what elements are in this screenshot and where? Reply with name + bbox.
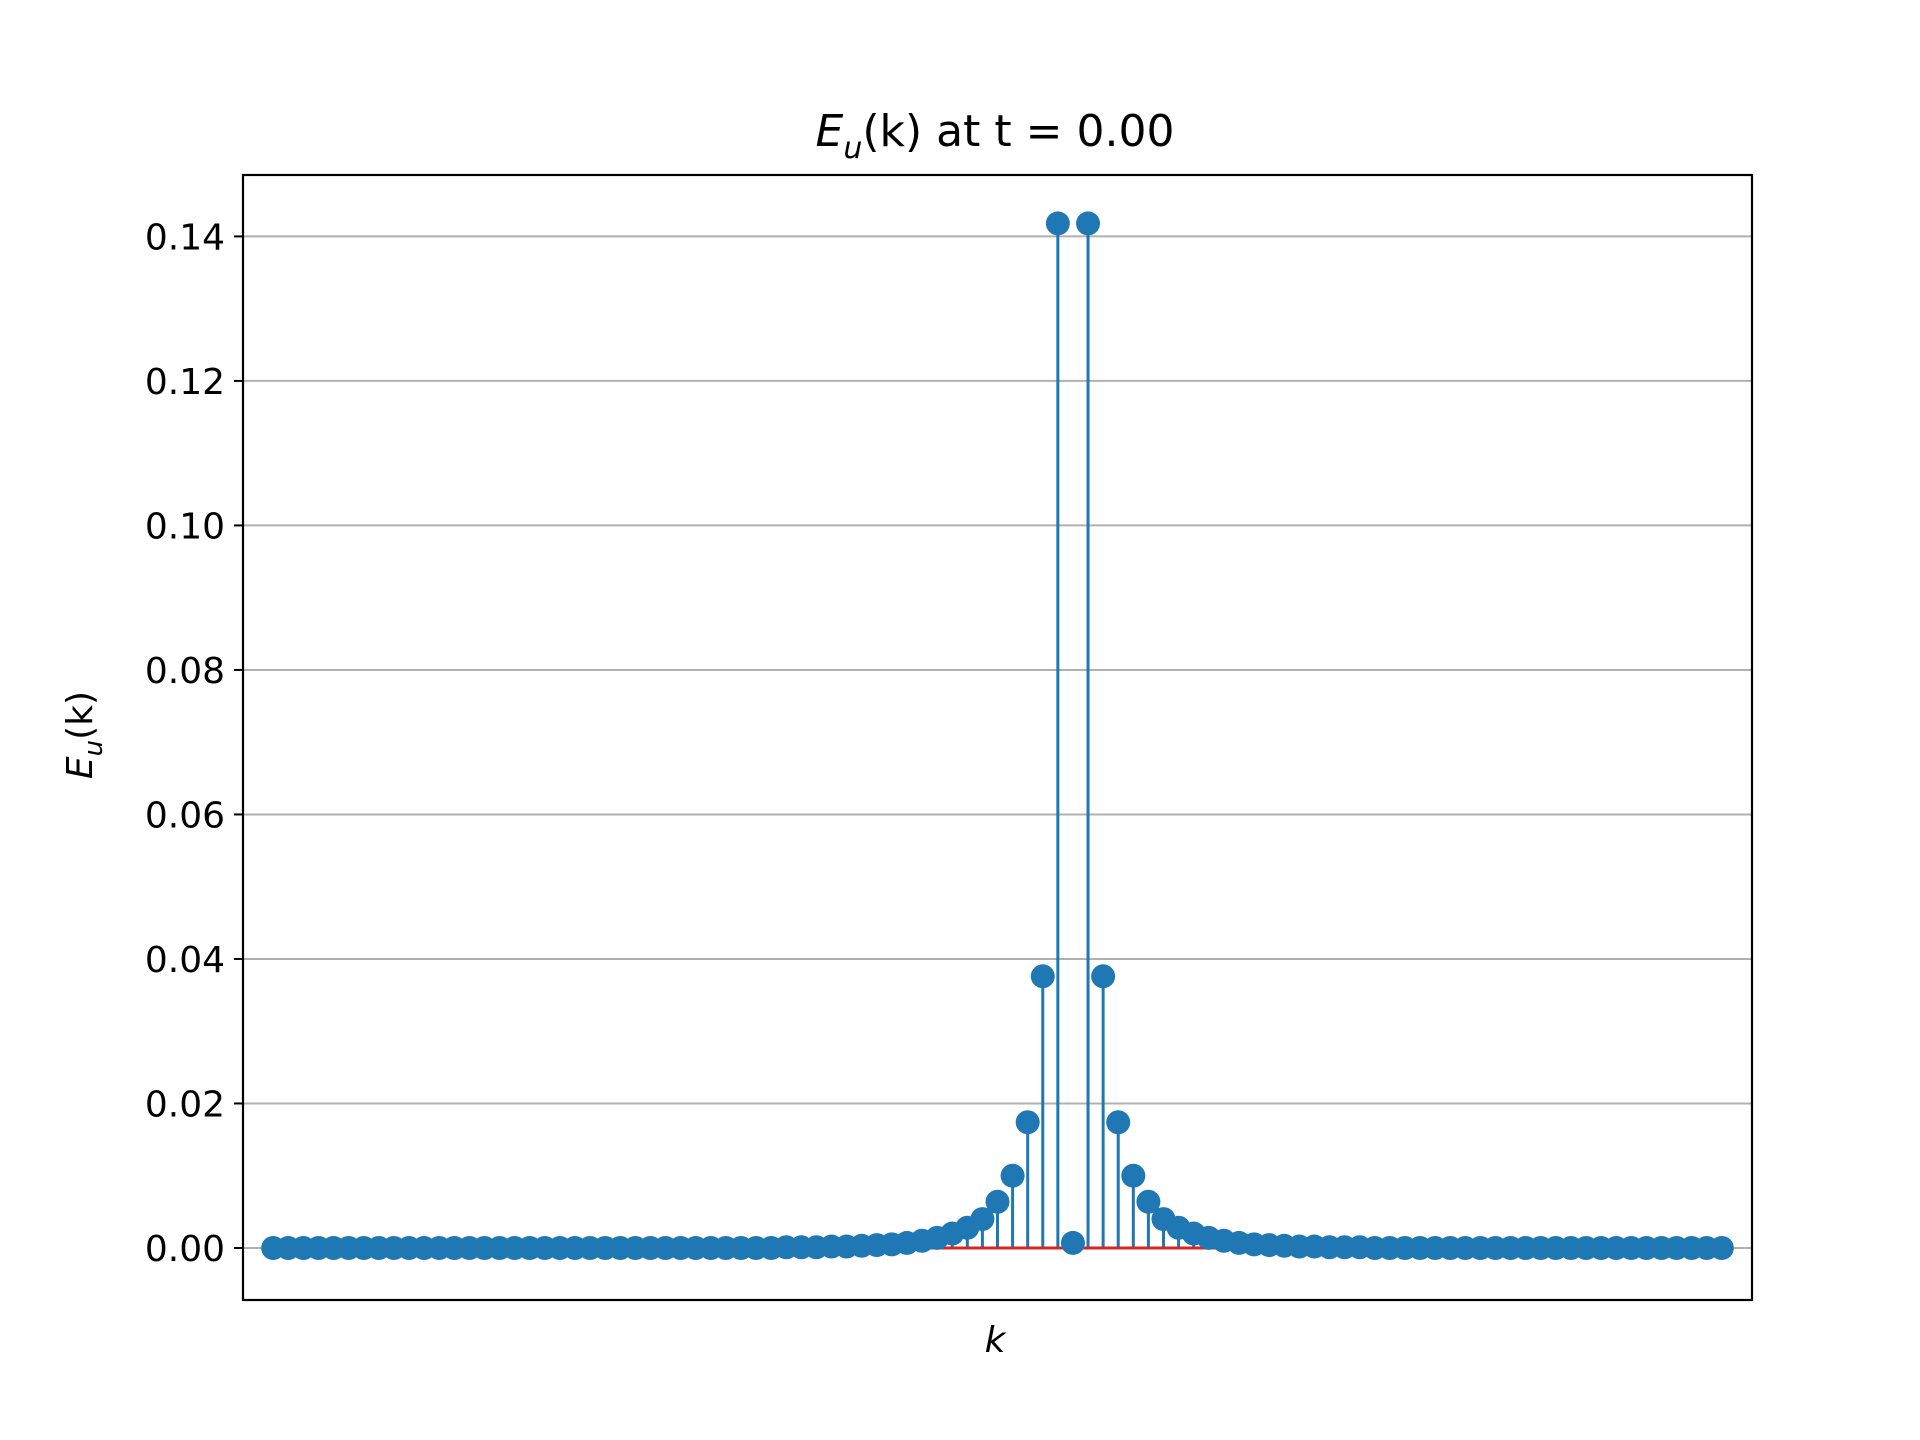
stem-marker bbox=[1030, 964, 1055, 989]
y-tick-label: 0.02 bbox=[145, 1084, 225, 1125]
y-axis-label: Eu(k) bbox=[60, 691, 109, 779]
stem-marker bbox=[1121, 1163, 1146, 1188]
stem-marker bbox=[1091, 964, 1116, 989]
chart-title: Eu(k) at t = 0.00 bbox=[816, 106, 1175, 166]
y-tick-label: 0.04 bbox=[145, 940, 225, 981]
plot-frame bbox=[241, 173, 1754, 1302]
stem-marker bbox=[1136, 1189, 1161, 1214]
stem-marker bbox=[970, 1207, 995, 1232]
stem-marker bbox=[1045, 211, 1070, 236]
x-axis-label: k bbox=[985, 1320, 1008, 1361]
y-tick-label: 0.06 bbox=[145, 795, 225, 836]
stem-markers bbox=[261, 211, 1734, 1260]
y-tick-label: 0.00 bbox=[145, 1229, 225, 1270]
stem-marker bbox=[1000, 1163, 1025, 1188]
stem-marker bbox=[1106, 1110, 1131, 1135]
stem-marker bbox=[1709, 1235, 1734, 1260]
stem-marker bbox=[985, 1189, 1010, 1214]
stem-marker bbox=[1076, 211, 1101, 236]
y-tick-label: 0.12 bbox=[145, 362, 225, 403]
y-tick-label: 0.08 bbox=[145, 651, 225, 692]
stem-marker bbox=[1060, 1230, 1085, 1255]
y-ticks: 0.00 0.02 0.04 0.06 0.08 0.10 0.12 0.14 bbox=[145, 217, 243, 1270]
y-tick-label: 0.14 bbox=[145, 217, 225, 258]
stem-marker bbox=[1015, 1110, 1040, 1135]
y-tick-label: 0.10 bbox=[145, 506, 225, 547]
